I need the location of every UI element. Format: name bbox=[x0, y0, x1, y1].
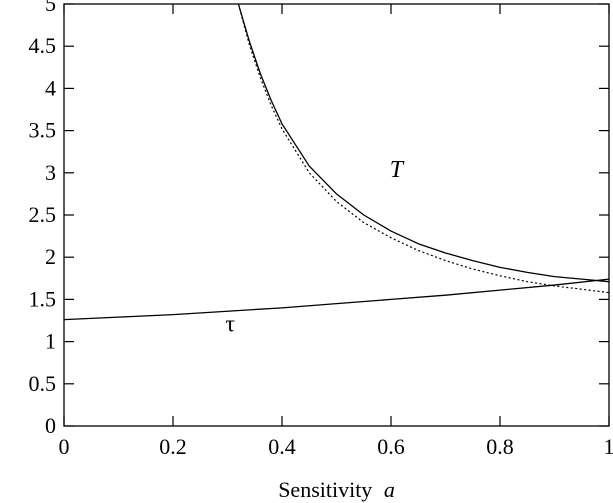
x-axis-title-text: Sensitivity bbox=[278, 477, 372, 502]
x-tick-label: 0.6 bbox=[377, 434, 405, 459]
series-label-tau: τ bbox=[225, 311, 235, 337]
x-tick-label: 0.8 bbox=[486, 434, 514, 459]
series-line-T bbox=[237, 4, 609, 283]
x-axis-title-variable: a bbox=[384, 477, 395, 502]
x-tick-label: 1 bbox=[604, 434, 613, 459]
y-tick-label: 4 bbox=[45, 75, 56, 100]
tick-labels: 0 0.2 0.4 0.6 0.8 1 0 0.5 1 1.5 2 2.5 3 3.5 4 4.5 5 bbox=[29, 0, 613, 459]
plot-frame bbox=[63, 3, 610, 427]
y-tick-label: 2 bbox=[45, 244, 56, 269]
y-tick-label: 2.5 bbox=[29, 202, 57, 227]
y-tick-label: 1.5 bbox=[29, 286, 57, 311]
y-tick-label: 5 bbox=[45, 0, 56, 16]
axis-ticks bbox=[63, 3, 610, 427]
x-tick-label: 0 bbox=[59, 434, 70, 459]
series-annotations: Tτ bbox=[225, 157, 404, 337]
x-tick-label: 0.2 bbox=[159, 434, 187, 459]
y-tick-label: 1 bbox=[45, 329, 56, 354]
series-line-tau bbox=[64, 278, 609, 321]
series-label-T: T bbox=[390, 157, 405, 183]
y-tick-label: 3 bbox=[45, 160, 56, 185]
plot-area bbox=[63, 3, 610, 427]
y-tick-label: 0 bbox=[45, 413, 56, 438]
y-tick-label: 0.5 bbox=[29, 371, 57, 396]
series-lines bbox=[64, 4, 609, 321]
y-tick-label: 3.5 bbox=[29, 118, 57, 143]
x-tick-label: 0.4 bbox=[268, 434, 296, 459]
y-tick-label: 4.5 bbox=[29, 33, 57, 58]
x-axis-title: Sensitivity a bbox=[278, 477, 395, 502]
series-line-dotted bbox=[237, 4, 609, 294]
